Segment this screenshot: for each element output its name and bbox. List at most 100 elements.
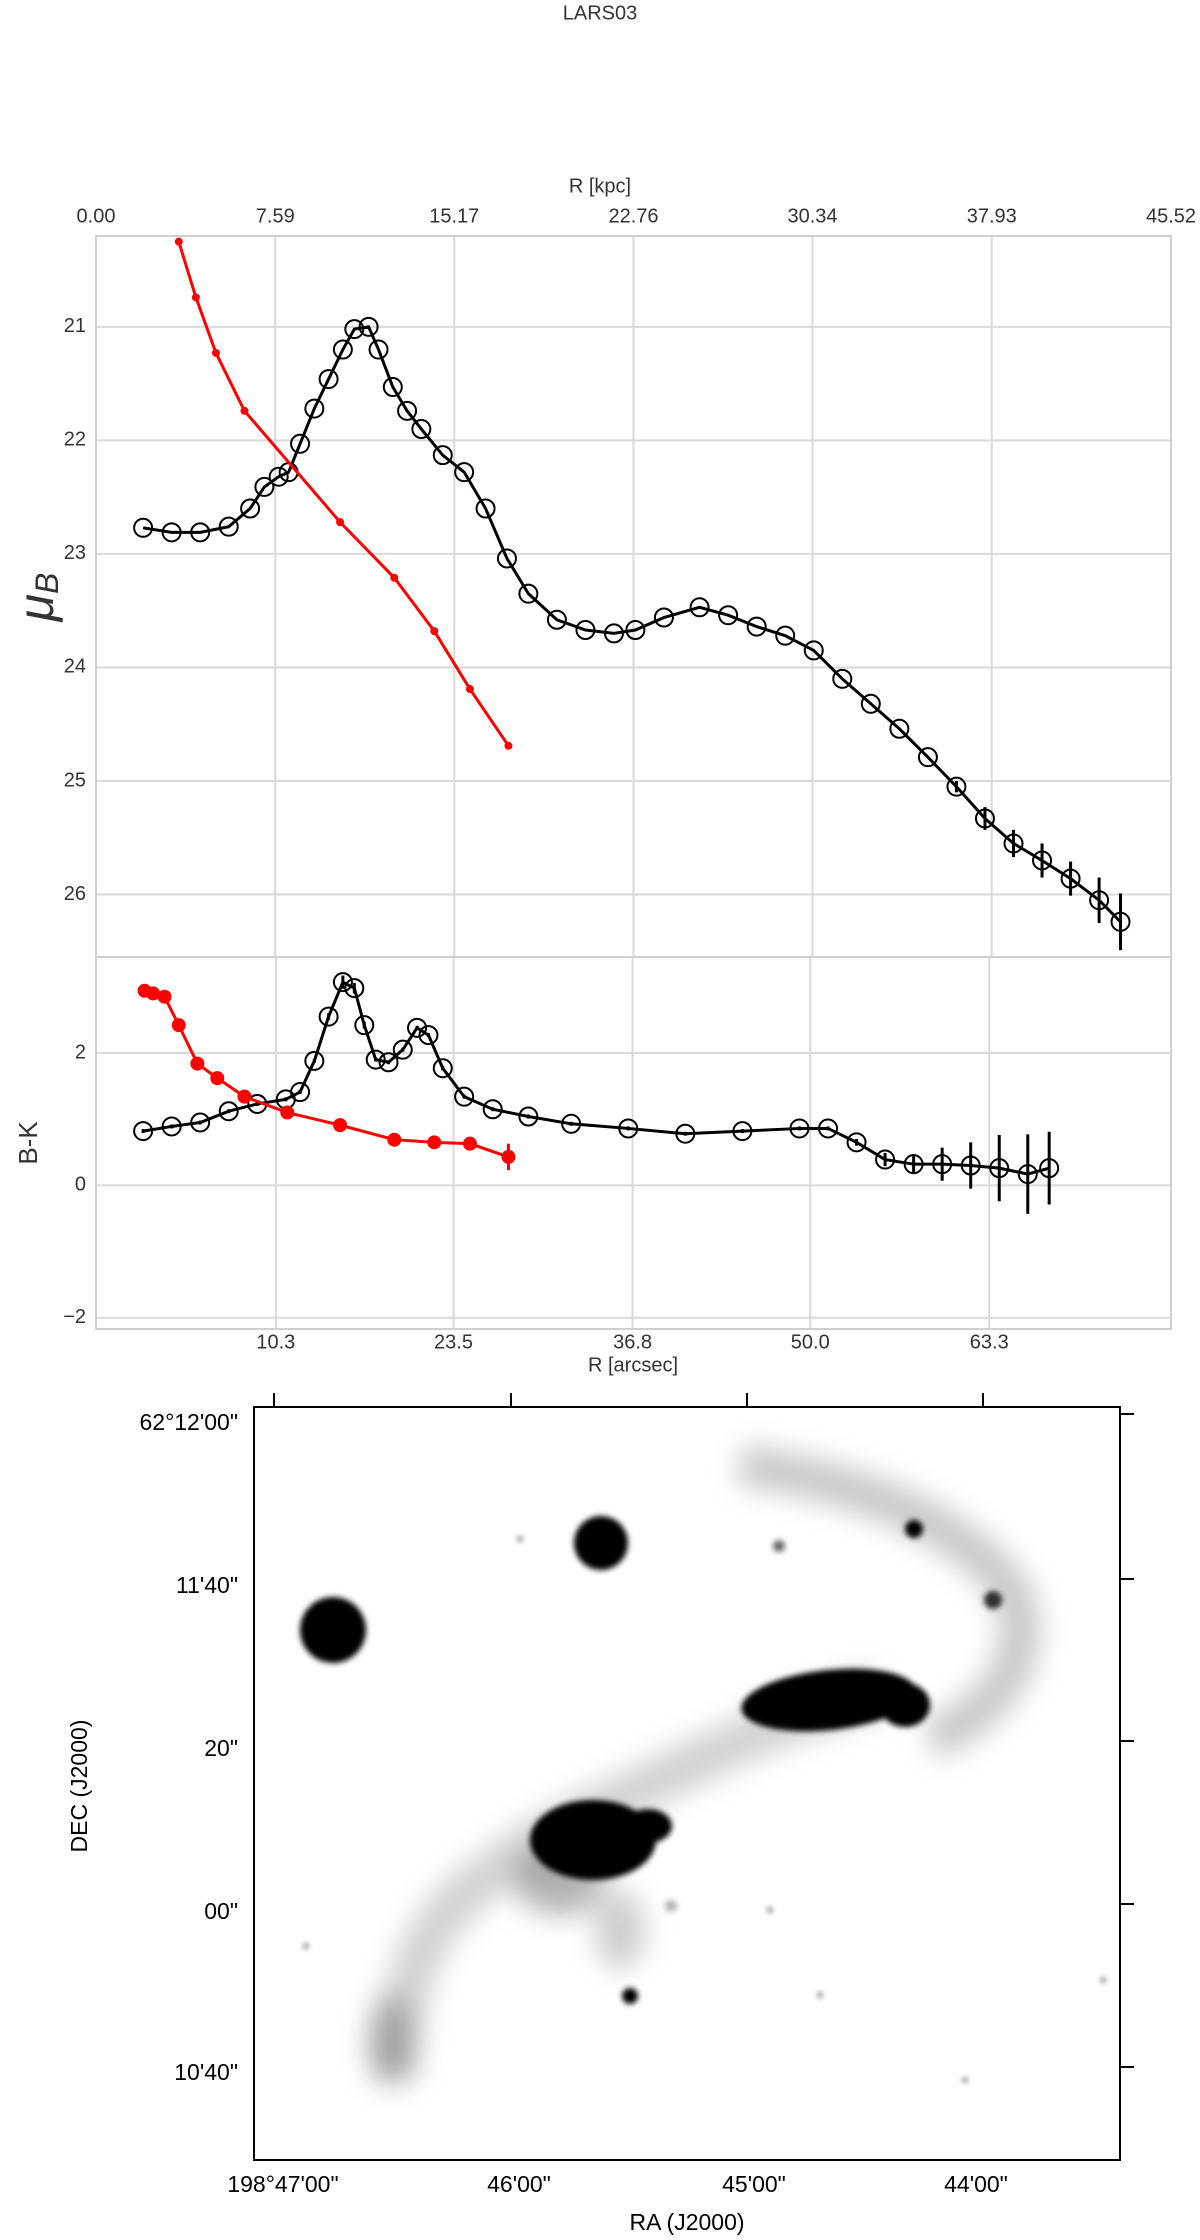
data-point: [775, 625, 796, 646]
data-point: [210, 1071, 225, 1086]
x2-axis-label: R [kpc]: [569, 175, 631, 197]
data-point: [358, 316, 379, 337]
data-point: [318, 369, 339, 390]
data-point: [1110, 911, 1131, 932]
data-point: [653, 607, 674, 628]
image-y-tick-label: 20": [204, 1735, 238, 1761]
data-point: [496, 548, 517, 569]
data-point: [332, 972, 353, 993]
data-point: [280, 1105, 295, 1120]
data-point: [304, 398, 325, 419]
data-point: [432, 445, 453, 466]
image-x-tick-label: 44'00": [944, 2171, 1008, 2197]
y-tick-label: 22: [64, 429, 86, 451]
y-axis-label-symbol: μ: [8, 594, 64, 623]
data-point: [746, 616, 767, 637]
series-line: [142, 325, 1122, 923]
image-y-tick-label: 11'40": [176, 1572, 238, 1598]
data-point: [561, 1113, 582, 1134]
x2-tick-label: 37.93: [967, 205, 1017, 227]
data-point: [1003, 833, 1024, 854]
data-point: [254, 476, 275, 497]
chart-title: LARS03: [563, 2, 638, 24]
data-point: [960, 1155, 981, 1176]
x-tick-label: 23.5: [434, 1331, 473, 1353]
data-point: [732, 1121, 753, 1142]
data-point: [290, 1082, 311, 1103]
data-point: [689, 597, 710, 618]
data-point: [1032, 850, 1053, 871]
x2-tick-label: 15.17: [429, 205, 479, 227]
x2-tick-label: 30.34: [787, 205, 837, 227]
data-point: [392, 1039, 413, 1060]
data-point: [161, 522, 182, 543]
data-point: [618, 1118, 639, 1139]
data-point: [789, 1118, 810, 1139]
data-point: [518, 1106, 539, 1127]
y-tick-label: −2: [63, 1306, 86, 1328]
data-point: [989, 1158, 1010, 1179]
data-point: [501, 1149, 516, 1164]
data-point: [418, 1025, 439, 1046]
x-tick-label: 36.8: [613, 1331, 652, 1353]
data-point: [1089, 890, 1110, 911]
data-point: [146, 986, 161, 1001]
data-point: [218, 516, 239, 537]
data-point: [218, 1101, 239, 1122]
data-point: [190, 1112, 211, 1133]
data-point: [518, 583, 539, 604]
x-tick-label: 50.0: [791, 1331, 830, 1353]
x2-tick-label: 7.59: [256, 205, 295, 227]
x-axis-label: R [arcsec]: [588, 1354, 678, 1376]
x2-tick-label: 0.00: [77, 205, 116, 227]
data-point: [161, 1116, 182, 1137]
data-point: [575, 619, 596, 640]
data-point: [546, 609, 567, 630]
data-point: [427, 1135, 442, 1150]
data-point: [1060, 868, 1081, 889]
data-point: [454, 1086, 475, 1107]
y-axis-label-subscript: B: [29, 573, 65, 594]
data-point: [932, 1154, 953, 1175]
data-point: [171, 1018, 186, 1033]
data-point: [211, 348, 220, 357]
x2-tick-label: 22.76: [608, 205, 658, 227]
data-point: [304, 1050, 325, 1071]
data-point: [818, 1118, 839, 1139]
y-tick-label: 2: [75, 1041, 86, 1063]
data-point: [365, 1049, 386, 1070]
data-point: [465, 685, 474, 694]
data-point: [133, 517, 154, 538]
y-axis-label: μB: [8, 573, 65, 624]
data-point: [157, 989, 172, 1004]
data-point: [354, 1015, 375, 1036]
x-tick-label: 63.3: [970, 1331, 1009, 1353]
data-point: [344, 978, 365, 999]
y-axis-label: B-K: [13, 1121, 43, 1165]
data-point: [482, 1099, 503, 1120]
data-point: [860, 693, 881, 714]
data-point: [344, 319, 365, 340]
data-point: [889, 718, 910, 739]
y-tick-label: 25: [64, 769, 86, 791]
data-point: [832, 668, 853, 689]
data-point: [190, 1056, 205, 1071]
image-y-label: DEC (J2000): [66, 1720, 92, 1853]
data-point: [191, 293, 200, 302]
series-line: [177, 241, 510, 747]
data-point: [268, 466, 289, 487]
image-y-tick-label: 10'40": [174, 2059, 238, 2085]
x2-tick-label: 45.52: [1146, 205, 1196, 227]
image-x-tick-label: 198°47'00": [227, 2171, 338, 2197]
data-point: [290, 433, 311, 454]
data-point: [332, 339, 353, 360]
data-point: [237, 1089, 252, 1104]
data-point: [1017, 1164, 1038, 1185]
data-point: [387, 1132, 402, 1147]
y-tick-label: 21: [64, 315, 86, 337]
data-point: [917, 747, 938, 768]
data-point: [397, 400, 418, 421]
image-x-tick-label: 45'00": [722, 2171, 786, 2197]
data-point: [432, 1058, 453, 1079]
data-point: [1039, 1158, 1060, 1179]
